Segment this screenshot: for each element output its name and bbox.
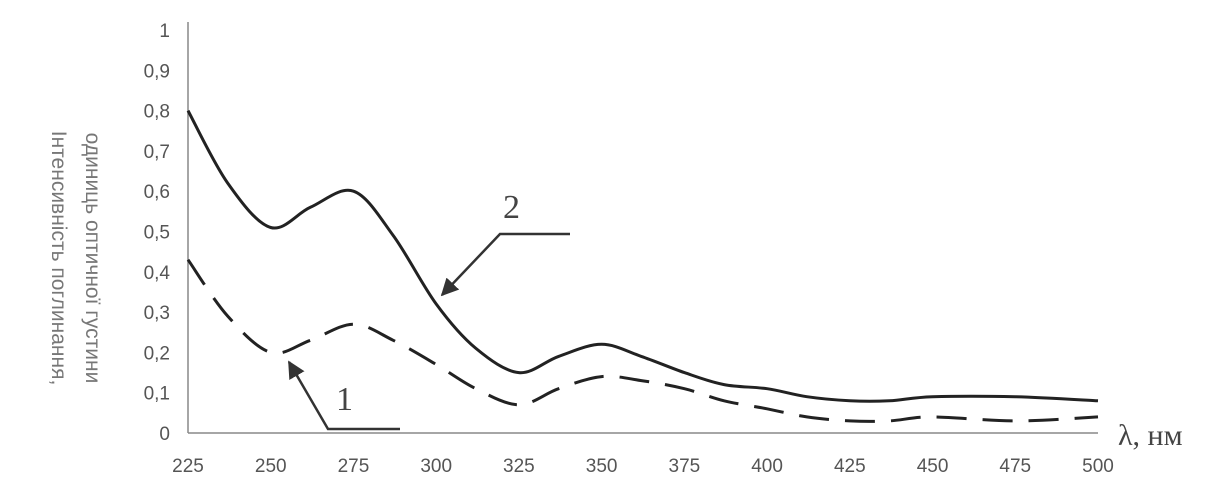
annotation-1-label: 1 bbox=[336, 381, 353, 418]
y-tick-label: 0,5 bbox=[144, 223, 170, 244]
series-lines bbox=[186, 109, 1099, 423]
x-tick-label: 325 bbox=[503, 456, 535, 477]
x-tick-labels: 225 250 275 300 325 350 375 400 425 450 475 500 bbox=[172, 456, 1114, 477]
y-tick-label: 0 bbox=[159, 424, 170, 445]
y-tick-label: 0,4 bbox=[144, 263, 171, 284]
x-tick-label: 375 bbox=[669, 456, 701, 477]
y-axis-title: Інтенсивність поглинання, одиниць оптичн… bbox=[47, 131, 104, 386]
y-tick-label: 0,6 bbox=[144, 182, 170, 203]
series-2-line bbox=[186, 109, 1099, 403]
x-tick-label: 275 bbox=[338, 456, 370, 477]
annotation-2-label: 2 bbox=[503, 189, 520, 226]
y-tick-label: 0,9 bbox=[144, 61, 170, 82]
y-tick-label: 0,3 bbox=[144, 303, 170, 324]
annotation-2-arrow bbox=[440, 232, 570, 297]
x-tick-label: 250 bbox=[255, 456, 287, 477]
x-tick-label: 225 bbox=[172, 456, 204, 477]
y-axis-title-line-2: одиниць оптичної густини bbox=[81, 133, 104, 384]
x-tick-label: 300 bbox=[420, 456, 452, 477]
x-axis-title: λ, нм bbox=[1118, 419, 1183, 452]
y-tick-label: 0,2 bbox=[144, 343, 170, 364]
x-tick-label: 400 bbox=[751, 456, 783, 477]
y-tick-label: 1 bbox=[159, 21, 170, 42]
annotation-1-arrow bbox=[287, 360, 400, 431]
annotations: 21 bbox=[287, 189, 570, 431]
y-tick-label: 0,8 bbox=[144, 102, 170, 123]
x-tick-label: 425 bbox=[834, 456, 866, 477]
x-tick-label: 350 bbox=[586, 456, 618, 477]
y-tick-labels: 0 0,1 0,2 0,3 0,4 0,5 0,6 0,7 0,8 0,9 1 bbox=[144, 21, 171, 445]
x-tick-label: 450 bbox=[917, 456, 949, 477]
y-tick-label: 0,1 bbox=[144, 384, 170, 405]
x-tick-label: 475 bbox=[999, 456, 1031, 477]
axes bbox=[187, 22, 1098, 434]
y-tick-label: 0,7 bbox=[144, 142, 170, 163]
y-axis-title-line-1: Інтенсивність поглинання, bbox=[47, 131, 70, 386]
x-tick-label: 500 bbox=[1082, 456, 1114, 477]
